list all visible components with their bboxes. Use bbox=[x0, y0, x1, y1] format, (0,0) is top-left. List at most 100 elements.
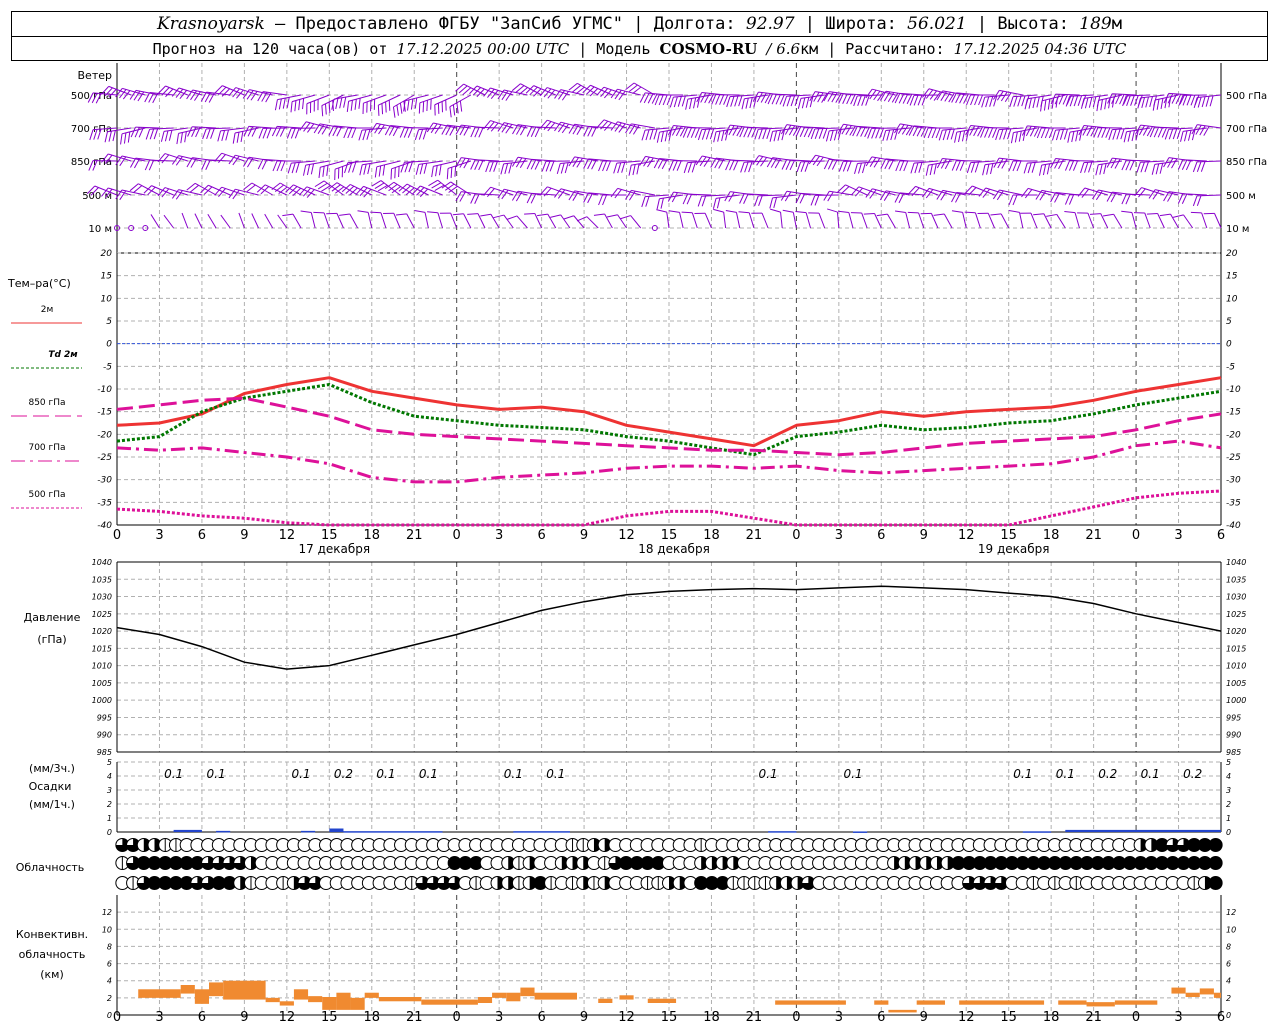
wind-feather bbox=[977, 126, 984, 137]
cloud-symbol bbox=[222, 856, 237, 870]
wind-feather bbox=[875, 128, 880, 139]
cloud-symbol bbox=[126, 856, 141, 870]
wind-feather bbox=[974, 94, 980, 106]
wind-feather bbox=[988, 127, 994, 138]
wind-feather bbox=[769, 197, 774, 209]
wind-feather bbox=[130, 157, 137, 168]
wind-feather bbox=[940, 91, 947, 101]
wind-barb bbox=[606, 214, 627, 229]
pressure-ytick-right: 990 bbox=[1226, 731, 1241, 740]
wind-barb bbox=[483, 120, 514, 132]
wind-feather bbox=[576, 216, 588, 222]
precip-ytick-right: 5 bbox=[1226, 758, 1231, 767]
wind-barb bbox=[470, 159, 500, 171]
wind-feather bbox=[362, 129, 367, 141]
wind-feather bbox=[777, 130, 782, 141]
wind-feather bbox=[271, 182, 281, 191]
wind-barb bbox=[157, 187, 188, 198]
day-label: 19 декабря bbox=[978, 542, 1050, 556]
calm-circle bbox=[651, 225, 658, 231]
wind-feather bbox=[1023, 162, 1028, 174]
wind-feather bbox=[965, 129, 970, 141]
wind-barb bbox=[796, 160, 825, 173]
wind-shaft bbox=[310, 212, 316, 229]
wind-barb bbox=[780, 190, 811, 202]
wind-feather bbox=[1196, 195, 1202, 207]
wind-feather bbox=[1027, 162, 1032, 174]
precip-unit-1h: (мм/1ч.) bbox=[29, 798, 75, 811]
wind-feather bbox=[133, 90, 141, 101]
wind-barb bbox=[1146, 212, 1165, 229]
wind-feather bbox=[1133, 212, 1145, 214]
wind-feather bbox=[1125, 194, 1131, 205]
wind-shaft bbox=[630, 215, 642, 229]
wind-feather bbox=[383, 212, 394, 214]
wind-feather bbox=[335, 186, 345, 194]
wind-feather bbox=[314, 180, 325, 188]
wind-feather bbox=[1191, 124, 1198, 135]
wind-shaft bbox=[475, 193, 500, 196]
wind-feather bbox=[1008, 210, 1020, 213]
wind-feather bbox=[1190, 211, 1202, 214]
cloud-symbol bbox=[1208, 876, 1223, 890]
wind-feather bbox=[161, 87, 170, 96]
wind-feather bbox=[741, 98, 745, 110]
wind-barb bbox=[228, 154, 259, 166]
wind-barb bbox=[497, 122, 528, 134]
wind-barb bbox=[1151, 160, 1179, 175]
wind-feather bbox=[240, 131, 244, 143]
wind-feather bbox=[431, 182, 442, 189]
wind-feather bbox=[775, 94, 781, 105]
conv-cloud-bar bbox=[308, 996, 323, 1003]
wind-feather bbox=[549, 161, 555, 172]
cloud-symbol bbox=[1165, 838, 1180, 852]
wind-feather bbox=[88, 160, 94, 171]
wind-feather bbox=[719, 94, 725, 105]
wind-barb bbox=[455, 124, 486, 136]
wind-feather bbox=[414, 97, 418, 109]
wind-barb bbox=[725, 159, 754, 171]
wind-feather bbox=[470, 159, 476, 170]
wind-feather bbox=[703, 157, 711, 167]
wind-feather bbox=[865, 88, 873, 99]
wind-barb bbox=[752, 155, 783, 167]
wind-feather bbox=[982, 164, 986, 176]
wind-feather bbox=[845, 125, 852, 136]
wind-feather bbox=[576, 125, 583, 136]
wind-feather bbox=[724, 191, 731, 202]
wind-barb bbox=[598, 160, 627, 172]
wind-barb bbox=[539, 87, 571, 99]
hour-tick-label: 15 bbox=[1000, 528, 1017, 543]
hour-tick-label: 0 bbox=[792, 528, 800, 543]
wind-barb bbox=[724, 124, 754, 137]
wind-feather bbox=[923, 127, 929, 139]
wind-feather bbox=[587, 159, 593, 170]
wind-feather bbox=[221, 88, 231, 97]
wind-feather bbox=[275, 126, 282, 137]
wind-barb bbox=[993, 89, 1023, 103]
wind-feather bbox=[598, 194, 604, 206]
conv-ytick-right: 12 bbox=[1226, 908, 1236, 917]
wind-shaft bbox=[691, 212, 698, 229]
wind-feather bbox=[1171, 158, 1178, 169]
conv-ytick-right: 10 bbox=[1226, 925, 1236, 934]
wind-feather bbox=[879, 128, 884, 139]
wind-shaft bbox=[786, 159, 811, 162]
wind-feather bbox=[228, 154, 236, 165]
wind-feather bbox=[487, 121, 495, 131]
wind-feather bbox=[1096, 100, 1100, 112]
wind-feather bbox=[228, 188, 236, 199]
wind-feather bbox=[587, 126, 593, 137]
wind-feather bbox=[1088, 97, 1093, 108]
wind-feather bbox=[426, 122, 434, 133]
precip-ytick-left: 1 bbox=[107, 814, 112, 823]
wind-feather bbox=[533, 88, 542, 97]
wind-feather bbox=[388, 125, 395, 136]
wind-barb bbox=[157, 153, 188, 164]
wind-barb bbox=[922, 88, 953, 101]
wind-feather bbox=[294, 100, 297, 112]
wind-feather bbox=[487, 88, 495, 98]
wind-barb bbox=[163, 214, 175, 229]
wind-feather bbox=[1168, 128, 1174, 140]
wind-shaft bbox=[323, 180, 344, 196]
